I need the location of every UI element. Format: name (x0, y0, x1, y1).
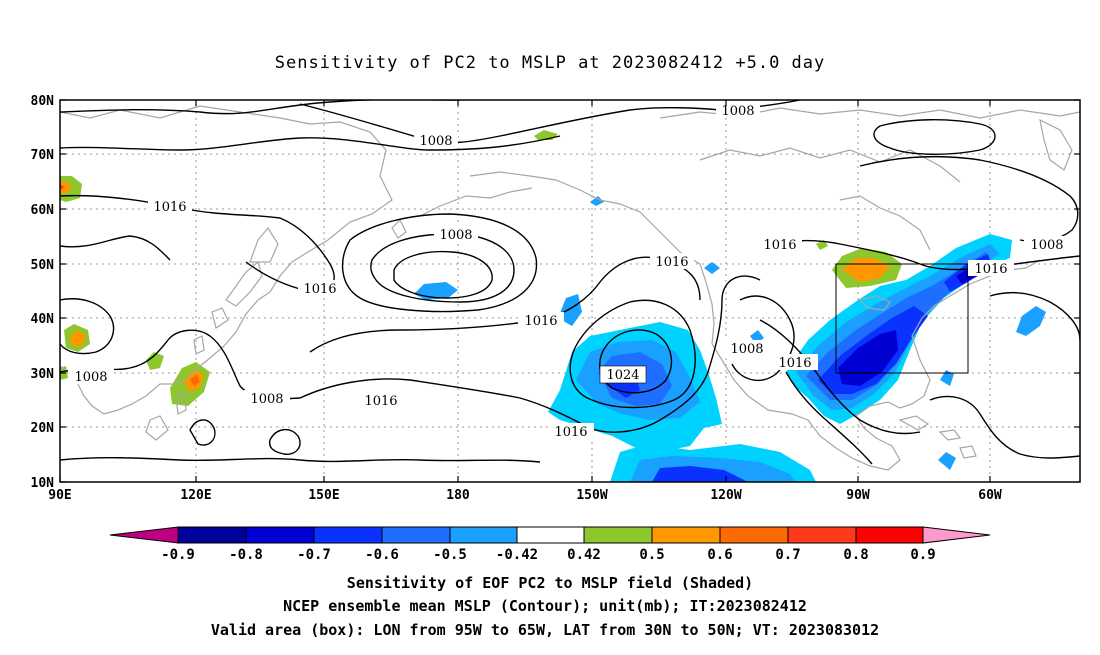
contour-label: 1008 (730, 342, 763, 357)
contour-label: 1016 (763, 238, 796, 253)
colorbar-tick: 0.6 (707, 547, 732, 563)
contour-label: 1016 (364, 394, 397, 409)
contour-label: 1016 (655, 255, 688, 270)
lat-label: 20N (31, 421, 55, 436)
lon-label: 150E (308, 488, 339, 503)
colorbar-tick: 0.42 (567, 547, 601, 563)
contour-label: 1016 (303, 282, 336, 297)
lon-label: 120E (180, 488, 211, 503)
map-panel: 1008 1008 1016 1008 1016 1016 1016 1024 … (31, 94, 1081, 503)
lon-label: 90E (48, 488, 71, 503)
colorbar-box (382, 527, 450, 543)
colorbar-tick: 0.9 (910, 547, 935, 563)
contour-label: 1008 (74, 370, 107, 385)
valid-area-box (835, 263, 969, 374)
colorbar-box (856, 527, 923, 543)
colorbar-box (314, 527, 382, 543)
lat-label: 60N (31, 203, 55, 218)
lat-label: 10N (31, 476, 55, 491)
colorbar-box (517, 527, 584, 543)
lon-label: 120W (710, 488, 741, 503)
colorbar-box (788, 527, 856, 543)
colorbar-box (450, 527, 517, 543)
colorbar-tick: -0.9 (161, 547, 195, 563)
contour-label: 1016 (778, 356, 811, 371)
colorbar-box (246, 527, 314, 543)
contour-label: 1008 (721, 104, 754, 119)
colorbar-box (720, 527, 788, 543)
caption: Sensitivity of EOF PC2 to MSLP field (Sh… (211, 574, 879, 639)
caption-line-3: Valid area (box): LON from 95W to 65W, L… (211, 621, 879, 639)
caption-line-1: Sensitivity of EOF PC2 to MSLP field (Sh… (347, 574, 753, 592)
colorbar-box (584, 527, 652, 543)
lon-label: 60W (978, 488, 1002, 503)
colorbar-tick: 0.7 (775, 547, 800, 563)
colorbar-box (178, 527, 246, 543)
lat-label: 80N (31, 94, 55, 109)
contour-label: 1016 (974, 262, 1007, 277)
lon-label: 150W (576, 488, 607, 503)
contour-label: 1016 (153, 200, 186, 215)
colorbar-tick: -0.5 (433, 547, 467, 563)
colorbar-tick: -0.8 (229, 547, 263, 563)
map-title: Sensitivity of PC2 to MSLP at 2023082412… (275, 53, 826, 73)
lat-label: 50N (31, 258, 55, 273)
colorbar-end-left (110, 527, 178, 543)
lat-label: 40N (31, 312, 55, 327)
contour-label: 1008 (250, 392, 283, 407)
map-frame (59, 99, 1081, 483)
colorbar-tick: -0.7 (297, 547, 331, 563)
colorbar-tick: -0.42 (496, 547, 538, 563)
contour-label: 1016 (554, 425, 587, 440)
colorbar-box (652, 527, 720, 543)
contour-label: 1008 (419, 134, 452, 149)
colorbar: -0.9 -0.8 -0.7 -0.6 -0.5 -0.42 0.42 0.5 … (109, 526, 991, 563)
latitude-labels: 80N 70N 60N 50N 40N 30N 20N 10N (31, 94, 55, 491)
longitude-labels: 90E 120E 150E 180 150W 120W 90W 60W (48, 488, 1002, 503)
tick-marks (59, 99, 1080, 483)
contour-label: 1024 (606, 368, 639, 383)
colorbar-tick: 0.5 (639, 547, 664, 563)
colorbar-end-right (923, 527, 990, 543)
lon-label: 90W (846, 488, 870, 503)
lat-label: 70N (31, 148, 55, 163)
contour-labels: 1008 1008 1016 1008 1016 1016 1016 1024 … (68, 102, 1070, 440)
coastlines (60, 105, 1080, 471)
contour-label: 1008 (1030, 238, 1063, 253)
contour-label: 1016 (524, 314, 557, 329)
coast-alaska (469, 171, 715, 345)
colorbar-tick: 0.8 (843, 547, 868, 563)
lat-label: 30N (31, 367, 55, 382)
coast-asia (60, 105, 393, 415)
colorbar-tick: -0.6 (365, 547, 399, 563)
caption-line-2: NCEP ensemble mean MSLP (Contour); unit(… (283, 597, 807, 615)
lon-label: 180 (446, 488, 470, 503)
contour-label: 1008 (439, 228, 472, 243)
